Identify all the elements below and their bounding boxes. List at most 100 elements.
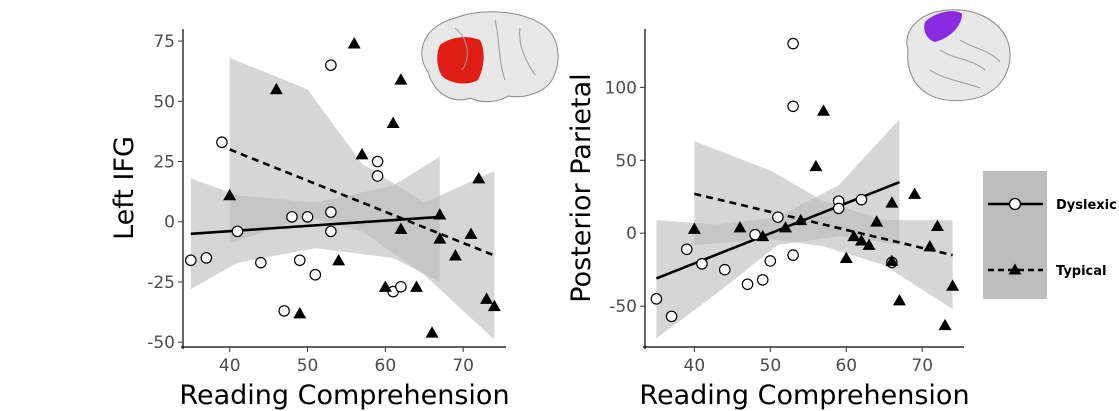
point-dyslexic: [741, 278, 754, 291]
point-dyslexic: [680, 243, 693, 256]
brain-posterior-parietal-icon: [906, 9, 1011, 102]
x-tick-label: 70: [452, 356, 474, 376]
point-dyslexic: [216, 136, 228, 149]
point-typical: [839, 251, 853, 264]
brain-left-ifg-icon: [421, 11, 559, 103]
y-tick-label: -25: [147, 273, 175, 293]
y-tick-label: 50: [153, 92, 175, 112]
point-dyslexic: [325, 225, 337, 238]
y-tick-label: 75: [153, 32, 175, 52]
point-typical: [794, 213, 808, 226]
legend-dyslexic-marker: [1008, 197, 1022, 211]
y-tick-label: -50: [147, 333, 175, 353]
point-typical: [293, 306, 307, 319]
point-typical: [480, 292, 494, 304]
legend-background: [983, 171, 1047, 299]
point-typical: [930, 219, 944, 231]
point-dyslexic: [231, 225, 244, 238]
point-typical: [687, 222, 701, 234]
point-dyslexic: [371, 155, 384, 168]
point-typical: [394, 73, 408, 85]
y-axis-title: Posterior Parietal: [566, 73, 597, 302]
point-typical: [355, 147, 369, 160]
point-typical: [908, 187, 922, 199]
y-tick-label: 0: [164, 213, 175, 233]
point-dyslexic: [832, 202, 845, 215]
point-dyslexic: [255, 256, 267, 269]
point-dyslexic: [650, 293, 663, 305]
point-dyslexic: [665, 310, 678, 323]
x-tick-label: 60: [375, 356, 397, 376]
point-dyslexic: [371, 170, 384, 182]
point-dyslexic: [301, 211, 314, 223]
point-dyslexic: [718, 263, 731, 276]
x-tick-label: 40: [219, 356, 241, 376]
point-dyslexic: [855, 193, 868, 206]
legend-label-dyslexic: Dyslexic: [1056, 198, 1117, 213]
point-typical: [433, 232, 447, 244]
point-typical: [854, 234, 868, 246]
point-dyslexic: [787, 249, 799, 261]
x-axis-title: Reading Comprehension: [639, 380, 969, 411]
y-tick-label: 0: [626, 224, 637, 244]
point-typical: [892, 294, 906, 306]
x-tick-label: 40: [684, 356, 706, 376]
point-typical: [885, 196, 899, 208]
x-tick-label: 50: [297, 356, 319, 376]
point-dyslexic: [787, 37, 799, 50]
point-typical: [269, 82, 283, 95]
point-dyslexic: [200, 252, 213, 264]
point-typical: [733, 221, 747, 233]
point-typical: [433, 208, 447, 220]
point-typical: [756, 229, 770, 242]
y-axis-title: Left IFG: [109, 136, 140, 240]
point-dyslexic: [772, 211, 784, 223]
ci-band-typical: [229, 57, 495, 340]
legend-label-typical: Typical: [1056, 264, 1107, 279]
point-typical: [946, 279, 960, 291]
point-typical: [409, 280, 423, 292]
x-tick-label: 60: [835, 356, 857, 376]
point-typical: [923, 240, 937, 252]
point-typical: [448, 249, 462, 261]
point-typical: [809, 159, 823, 172]
point-dyslexic: [696, 258, 708, 270]
point-dyslexic: [325, 59, 337, 71]
point-typical: [386, 116, 400, 128]
point-dyslexic: [764, 255, 777, 267]
y-tick-label: 50: [615, 151, 637, 171]
fit-line-typical: [694, 192, 953, 257]
point-typical: [347, 37, 361, 49]
point-typical: [487, 299, 501, 312]
x-tick-label: 70: [911, 356, 933, 376]
point-typical: [779, 221, 793, 233]
point-dyslexic: [184, 254, 197, 267]
chart-panel-left-ifg: -50 -25 0 25 50 75 40 50 60 70 Reading Comprehensi…: [109, 29, 510, 411]
point-dyslexic: [756, 274, 769, 286]
point-typical: [816, 104, 830, 116]
point-typical: [938, 318, 952, 331]
point-typical: [847, 229, 861, 242]
point-dyslexic: [309, 268, 322, 281]
y-tick-label: 100: [605, 78, 637, 98]
point-typical: [394, 222, 408, 234]
point-dyslexic: [395, 280, 407, 293]
y-tick-label: -50: [609, 297, 637, 317]
point-typical: [862, 238, 876, 250]
point-dyslexic: [325, 206, 337, 218]
point-typical: [425, 326, 439, 338]
point-typical: [378, 280, 392, 292]
y-tick-label: 25: [153, 153, 175, 173]
x-tick-label: 50: [760, 356, 782, 376]
point-dyslexic: [286, 211, 298, 223]
point-typical: [472, 172, 486, 184]
x-axis-title: Reading Comprehension: [179, 380, 509, 411]
legend: Dyslexic Typical: [983, 171, 1117, 299]
legend-typical-marker: [1008, 263, 1022, 275]
chart-panel-posterior-parietal: -50 0 50 100 40 50 60 70 Reading Comprehension Po…: [566, 29, 970, 411]
point-typical: [870, 215, 884, 227]
point-typical: [223, 188, 237, 201]
point-typical: [332, 253, 346, 266]
point-dyslexic: [293, 254, 306, 267]
